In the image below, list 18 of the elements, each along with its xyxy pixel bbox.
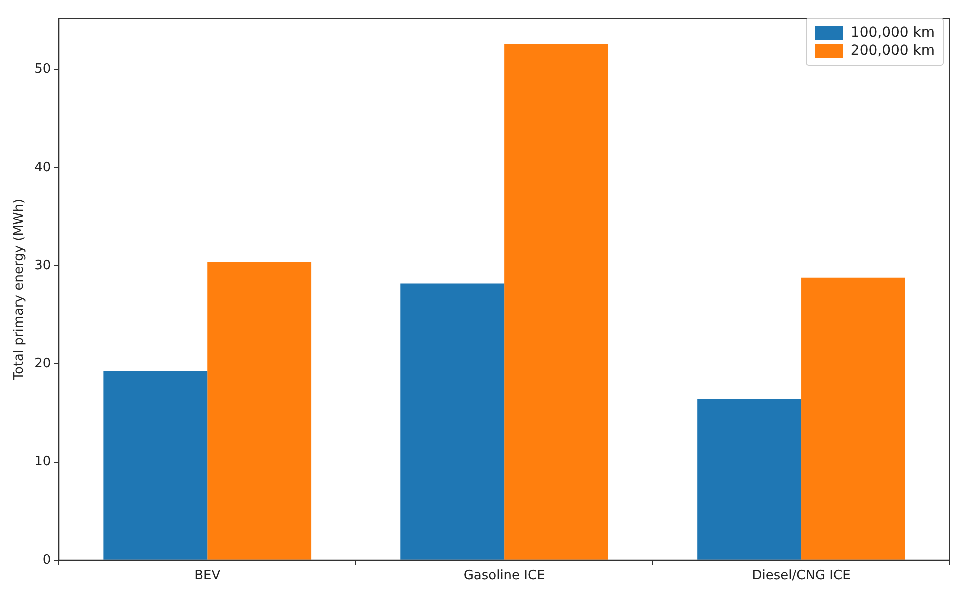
legend-label: 200,000 km — [850, 43, 935, 59]
bar — [104, 371, 208, 560]
bar — [208, 262, 312, 560]
y-tick-label: 20 — [34, 356, 52, 372]
y-tick-label: 50 — [34, 62, 52, 78]
bar — [400, 284, 505, 560]
y-tick-label: 10 — [34, 454, 52, 470]
y-axis-title: Total primary energy (MWh) — [12, 198, 28, 382]
legend-label: 100,000 km — [850, 25, 935, 41]
y-tick-label: 30 — [34, 258, 52, 274]
x-tick-label: Diesel/CNG ICE — [752, 568, 851, 584]
bar — [802, 278, 906, 560]
bar — [698, 399, 802, 560]
y-tick-label: 0 — [42, 552, 52, 568]
y-tick-label: 40 — [34, 160, 52, 176]
x-tick-label: Gasoline ICE — [464, 568, 546, 584]
bar — [504, 44, 609, 560]
x-tick-label: BEV — [194, 568, 221, 584]
